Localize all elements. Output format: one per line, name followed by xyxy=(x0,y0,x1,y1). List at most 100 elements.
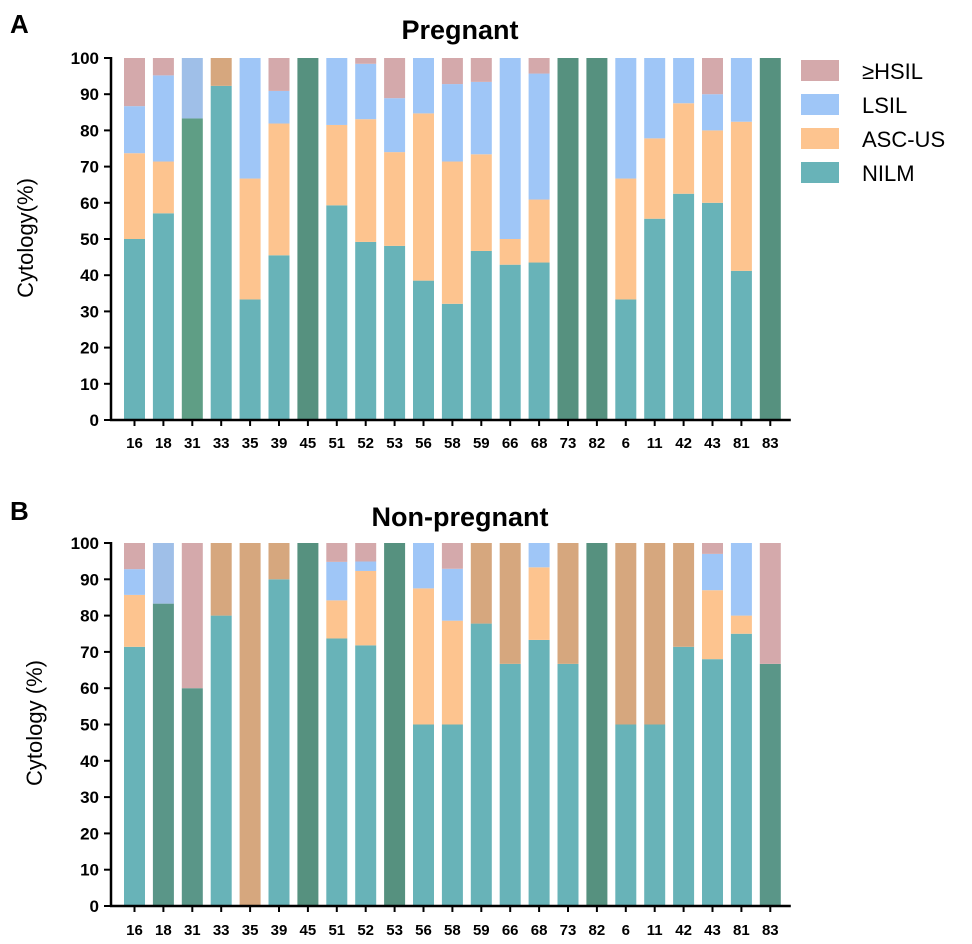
y-tick-label-b-50: 50 xyxy=(80,716,99,735)
bar-segment-b-68-lsil xyxy=(528,543,550,568)
y-tick-label-a-0: 0 xyxy=(90,411,99,430)
legend: ≥HSIL LSIL ASC-US NILM xyxy=(801,59,945,186)
x-tick-label-a-33: 33 xyxy=(213,435,230,452)
bar-segment-a-42-lsil xyxy=(673,58,695,104)
y-tick-label-b-60: 60 xyxy=(80,679,99,698)
bar-segment-a-16-lsil xyxy=(124,106,145,154)
x-tick-label-b-52: 52 xyxy=(357,922,374,939)
x-tick-label-b-51: 51 xyxy=(328,922,345,939)
bar-segment-a-82-nilm xyxy=(586,58,608,420)
y-tick-label-b-80: 80 xyxy=(80,607,99,626)
legend-label-nilm: NILM xyxy=(862,161,915,186)
x-tick-label-a-73: 73 xyxy=(560,435,577,452)
bar-segment-a-42-ascus xyxy=(673,103,695,194)
x-tick-label-a-83: 83 xyxy=(762,435,779,452)
x-tick-label-b-83: 83 xyxy=(762,922,779,939)
panel-a: A Pregnant Cytology(%) 16 18 31 33 35 39 45 51 5… xyxy=(10,9,791,452)
y-tick-label-a-60: 60 xyxy=(80,194,99,213)
legend-swatch-lsil xyxy=(801,94,839,115)
bar-segment-a-39-ascus xyxy=(268,123,290,256)
bar-segment-b-66-nilm xyxy=(499,663,521,906)
x-tick-label-b-59: 59 xyxy=(473,922,490,939)
bar-segment-b-66-ascus xyxy=(499,543,521,664)
x-tick-label-b-39: 39 xyxy=(271,922,288,939)
bar-segment-a-45-nilm xyxy=(297,58,319,420)
bar-segment-b-51-lsil xyxy=(326,561,348,601)
bar-segment-a-83-nilm xyxy=(759,58,781,420)
bar-segment-b-33-ascus xyxy=(210,543,232,616)
bar-segment-a-39-hsil xyxy=(268,58,290,91)
bar-segment-b-39-ascus xyxy=(268,543,290,580)
bar-segment-a-53-lsil xyxy=(384,98,406,153)
bar-segment-a-43-ascus xyxy=(702,130,723,203)
bar-segment-a-51-nilm xyxy=(326,205,348,420)
x-tick-label-b-11: 11 xyxy=(647,922,663,939)
bar-segment-a-81-nilm xyxy=(730,270,752,420)
y-tick-label-b-0: 0 xyxy=(90,897,99,916)
y-tick-label-a-10: 10 xyxy=(80,375,99,394)
bar-segment-a-52-lsil xyxy=(355,63,377,120)
bar-segment-b-43-ascus xyxy=(702,590,723,660)
bar-segment-b-81-ascus xyxy=(730,615,752,634)
bar-segment-a-6-nilm xyxy=(615,299,637,420)
bar-segment-b-59-ascus xyxy=(470,543,492,624)
bar-segment-b-58-ascus xyxy=(441,620,463,725)
bar-segment-a-43-lsil xyxy=(702,94,723,131)
bar-segment-b-52-nilm xyxy=(355,645,377,906)
x-tick-label-b-42: 42 xyxy=(675,922,692,939)
bar-segment-a-68-nilm xyxy=(528,262,550,420)
bar-segment-b-73-ascus xyxy=(557,543,579,664)
x-tick-label-a-11: 11 xyxy=(647,435,663,452)
bar-segment-a-16-hsil xyxy=(124,58,145,107)
panel-b-letter: B xyxy=(10,496,29,526)
panel-b-title: Non-pregnant xyxy=(372,502,549,532)
bar-segment-b-42-ascus xyxy=(673,543,695,647)
bar-segment-a-59-ascus xyxy=(470,154,492,251)
x-tick-label-a-66: 66 xyxy=(502,435,519,452)
bar-segment-b-82-nilm xyxy=(586,543,608,906)
bar-segment-b-18-lsil xyxy=(152,543,174,604)
bar-segment-b-6-nilm xyxy=(615,724,637,906)
legend-label-hsil: ≥HSIL xyxy=(862,59,923,84)
bar-segment-a-58-nilm xyxy=(441,303,463,420)
bar-segment-a-56-ascus xyxy=(413,113,434,281)
x-tick-label-a-16: 16 xyxy=(126,435,143,452)
bar-segment-a-11-ascus xyxy=(644,138,666,219)
x-tick-label-a-18: 18 xyxy=(155,435,172,452)
bar-segment-a-31-nilm xyxy=(181,118,203,420)
bar-segment-b-73-nilm xyxy=(557,663,579,906)
y-tick-label-b-40: 40 xyxy=(80,752,99,771)
x-tick-label-b-45: 45 xyxy=(300,922,317,939)
bar-segment-b-59-nilm xyxy=(470,623,492,906)
bar-segment-b-18-nilm xyxy=(152,603,174,906)
bar-segment-a-16-nilm xyxy=(124,239,145,420)
bar-segment-b-56-nilm xyxy=(413,724,434,906)
bar-segment-a-42-nilm xyxy=(673,193,695,420)
bar-segment-b-43-lsil xyxy=(702,553,723,591)
legend-swatch-hsil xyxy=(801,60,839,81)
bar-segment-b-81-nilm xyxy=(730,633,752,906)
x-tick-label-b-68: 68 xyxy=(531,922,548,939)
legend-swatch-nilm xyxy=(801,162,839,183)
bar-segment-b-35-ascus xyxy=(239,543,261,906)
x-tick-label-a-58: 58 xyxy=(444,435,461,452)
bar-segment-b-56-lsil xyxy=(413,543,434,589)
x-tick-label-a-45: 45 xyxy=(300,435,317,452)
bar-segment-a-39-nilm xyxy=(268,255,290,420)
bar-segment-a-33-ascus xyxy=(210,58,232,86)
x-tick-label-b-73: 73 xyxy=(560,922,577,939)
bar-segment-b-58-nilm xyxy=(441,724,463,906)
x-tick-label-b-18: 18 xyxy=(155,922,172,939)
bar-segment-b-53-nilm xyxy=(384,543,406,906)
bar-segment-b-68-nilm xyxy=(528,639,550,906)
bar-segment-a-68-ascus xyxy=(528,199,550,263)
bar-segment-b-6-ascus xyxy=(615,543,637,725)
x-tick-label-a-42: 42 xyxy=(675,435,692,452)
x-tick-label-a-39: 39 xyxy=(271,435,288,452)
x-tick-label-b-53: 53 xyxy=(386,922,403,939)
x-tick-label-b-81: 81 xyxy=(733,922,750,939)
x-tick-label-a-56: 56 xyxy=(415,435,432,452)
bar-segment-b-68-ascus xyxy=(528,567,550,640)
bar-segment-a-66-nilm xyxy=(499,264,521,420)
